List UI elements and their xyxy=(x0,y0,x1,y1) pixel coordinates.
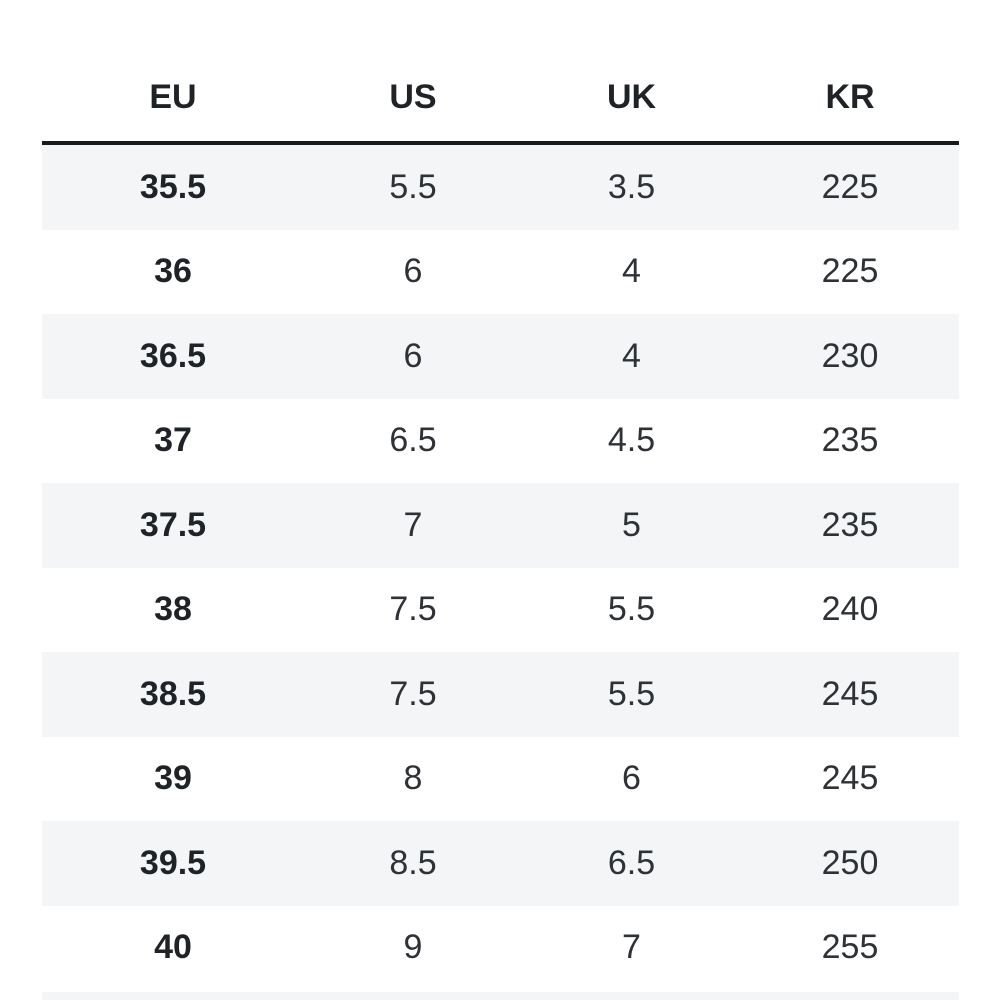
table-row: 38 7.5 5.5 240 xyxy=(42,568,959,653)
column-header-eu: EU xyxy=(42,54,304,145)
cell-kr: 235 xyxy=(741,483,959,568)
column-header-kr: KR xyxy=(741,54,959,145)
cell-uk: 4 xyxy=(622,252,641,291)
cell-kr: 235 xyxy=(821,421,879,460)
table-row: 39.5 8.5 6.5 250 xyxy=(42,821,959,906)
cell-eu: 36.5 xyxy=(42,314,304,399)
column-header-us: US xyxy=(304,54,522,145)
table-row: 40 9 7 255 xyxy=(42,906,959,991)
header-row: EU US UK KR xyxy=(42,54,959,145)
table-row: 37 6.5 4.5 235 xyxy=(42,399,959,484)
table-row: 36.5 6 4 230 xyxy=(42,314,959,399)
cell-us: 9 xyxy=(403,928,423,967)
cell-us: 8 xyxy=(403,759,423,798)
next-row-edge xyxy=(42,992,959,1000)
cell-eu: 38 xyxy=(154,590,192,629)
cell-uk: 5.5 xyxy=(607,590,656,629)
cell-eu: 38.5 xyxy=(42,652,304,737)
cell-kr: 245 xyxy=(821,759,879,798)
cell-eu: 39 xyxy=(154,759,192,798)
cell-eu: 39.5 xyxy=(42,821,304,906)
cell-eu: 36 xyxy=(154,252,192,291)
size-conversion-table: EU US UK KR 35.5 5.5 3.5 225 36 6 4 225 … xyxy=(42,54,959,990)
table-row: 37.5 7 5 235 xyxy=(42,483,959,568)
cell-us: 6 xyxy=(403,252,423,291)
cell-uk: 6 xyxy=(622,759,641,798)
cell-us: 8.5 xyxy=(304,821,522,906)
cell-uk: 4 xyxy=(522,314,741,399)
table-row: 36 6 4 225 xyxy=(42,230,959,315)
cell-us: 7 xyxy=(304,483,522,568)
cell-uk: 4.5 xyxy=(607,421,656,460)
table-header: EU US UK KR xyxy=(42,54,959,145)
cell-uk: 5 xyxy=(522,483,741,568)
cell-uk: 5.5 xyxy=(522,652,741,737)
cell-kr: 240 xyxy=(821,590,879,629)
cell-uk: 3.5 xyxy=(522,143,741,230)
cell-kr: 225 xyxy=(821,252,879,291)
cell-kr: 245 xyxy=(741,652,959,737)
cell-kr: 225 xyxy=(741,143,959,230)
cell-uk: 6.5 xyxy=(522,821,741,906)
cell-kr: 250 xyxy=(741,821,959,906)
cell-eu: 35.5 xyxy=(42,143,304,230)
table-row: 39 8 6 245 xyxy=(42,737,959,822)
cell-us: 7.5 xyxy=(389,590,437,629)
cell-us: 6 xyxy=(304,314,522,399)
table-row: 35.5 5.5 3.5 225 xyxy=(42,143,959,230)
cell-eu: 40 xyxy=(154,928,192,967)
cell-us: 7.5 xyxy=(304,652,522,737)
table-row: 38.5 7.5 5.5 245 xyxy=(42,652,959,737)
cell-us: 6.5 xyxy=(389,421,437,460)
cell-eu: 37.5 xyxy=(42,483,304,568)
cell-uk: 7 xyxy=(622,928,641,967)
column-header-uk: UK xyxy=(522,54,741,145)
cell-kr: 255 xyxy=(821,928,879,967)
cell-us: 5.5 xyxy=(304,143,522,230)
cell-eu: 37 xyxy=(154,421,192,460)
table-body: 35.5 5.5 3.5 225 36 6 4 225 36.5 6 4 230… xyxy=(42,143,959,990)
cell-kr: 230 xyxy=(741,314,959,399)
